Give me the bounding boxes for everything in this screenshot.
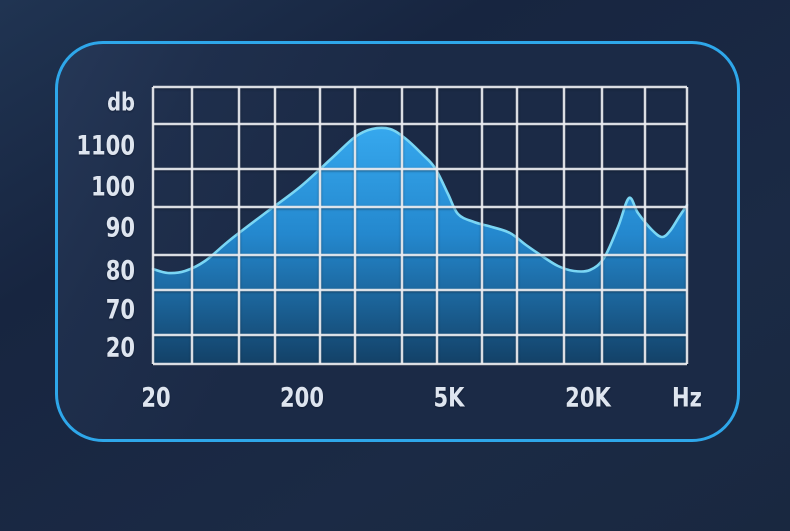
frequency-response-chart [151,85,689,366]
page-background: db 1100 100 90 80 70 20 20 200 5K 20K Hz [0,0,790,531]
x-axis-tick-label: 5K [434,385,465,412]
y-axis-tick-label: 80 [106,258,135,285]
x-axis-tick-label: 20K [565,385,611,412]
x-axis-tick-label: 20 [141,385,170,412]
response-area-series [153,128,687,364]
y-axis-tick-label: 20 [106,335,135,362]
x-axis-tick-label: 200 [280,385,324,412]
x-axis-unit-label: Hz [672,385,702,412]
y-axis-tick-label: 1100 [76,133,135,160]
y-axis-tick-label: 100 [91,174,135,201]
y-axis-unit-label: db [107,90,135,115]
y-axis-tick-label: 90 [106,215,135,242]
y-axis-tick-label: 70 [106,297,135,324]
